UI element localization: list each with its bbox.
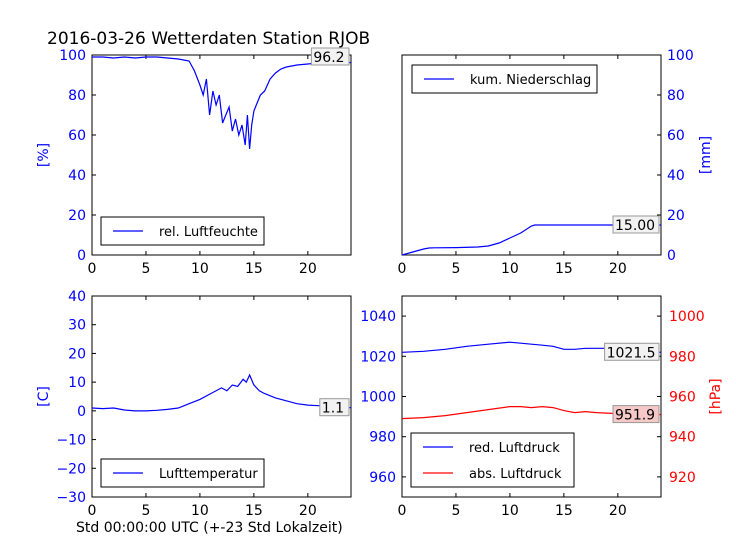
panel-bottom-left: 0 5 10 15 20 −30 −20 −10 0 10 20 30 40 [C] Lufttempera… bbox=[36, 289, 352, 519]
y-tick-label: 10 bbox=[68, 375, 86, 391]
y-tick-label: 40 bbox=[667, 168, 685, 184]
y-tick-label: 20 bbox=[68, 208, 86, 224]
x-tick-label: 20 bbox=[299, 503, 317, 519]
x-tick-label: 5 bbox=[451, 261, 460, 277]
y-tick-label: 980 bbox=[369, 430, 396, 446]
y-tick-label-right: 920 bbox=[669, 470, 696, 486]
y-tick-label: 30 bbox=[68, 318, 86, 334]
series-line bbox=[92, 56, 352, 150]
last-value-label: 96.2 bbox=[313, 50, 344, 66]
y-tick-label: 0 bbox=[77, 404, 86, 420]
legend-label: Lufttemperatur bbox=[159, 467, 258, 482]
series-line bbox=[401, 224, 661, 256]
y-tick-label-right: 940 bbox=[669, 430, 696, 446]
last-value-label: 951.9 bbox=[615, 408, 655, 424]
x-tick-label: 10 bbox=[501, 261, 519, 277]
y-tick-label: −20 bbox=[56, 461, 86, 477]
x-tick-label: 15 bbox=[555, 261, 573, 277]
y-tick-label-right: 1000 bbox=[669, 309, 705, 325]
plot-frame bbox=[91, 295, 352, 498]
y-axis-label: [C] bbox=[36, 386, 52, 407]
x-tick-label: 15 bbox=[555, 503, 573, 519]
legend-label: rel. Luftfeuchte bbox=[159, 225, 258, 240]
x-tick-label: 0 bbox=[88, 503, 97, 519]
x-tick-label: 0 bbox=[398, 261, 407, 277]
x-tick-label: 10 bbox=[191, 261, 209, 277]
x-axis-label: Std 00:00:00 UTC (+-23 Std Lokalzeit) bbox=[76, 520, 343, 536]
x-tick-label: 20 bbox=[299, 261, 317, 277]
y-tick-label: 1000 bbox=[360, 390, 396, 406]
last-value-box bbox=[604, 342, 660, 361]
y-tick-label-right: 960 bbox=[669, 390, 696, 406]
x-tick-label: 0 bbox=[398, 503, 407, 519]
panel-top-right: 0 5 10 15 20 0 20 40 60 80 100 [mm] kum. Niederschla… bbox=[398, 48, 714, 277]
y-tick-label: 960 bbox=[369, 470, 396, 486]
y-axis-label: [%] bbox=[36, 143, 52, 167]
y-tick-label: 20 bbox=[68, 346, 86, 362]
last-value-label: 1021.5 bbox=[607, 345, 656, 361]
x-tick-label: 15 bbox=[245, 261, 263, 277]
x-tick-label: 5 bbox=[141, 261, 150, 277]
last-value-box bbox=[612, 405, 660, 424]
series-line bbox=[401, 341, 662, 353]
last-value-label: 1.1 bbox=[322, 401, 344, 417]
x-tick-label: 20 bbox=[609, 261, 627, 277]
x-tick-label: 0 bbox=[88, 261, 97, 277]
series-line bbox=[91, 373, 352, 412]
y-tick-label: 80 bbox=[667, 88, 685, 104]
x-tick-label: 20 bbox=[609, 503, 627, 519]
y-tick-label: 60 bbox=[667, 128, 685, 144]
legend-label: red. Luftdruck bbox=[469, 441, 560, 456]
panel-top-left: 0 5 10 15 20 0 20 40 60 80 100 [%] rel. Luftfeuchte 9… bbox=[36, 47, 352, 277]
panel-bottom-right: 0 5 10 15 20 960 980 1000 1020 1040 920 940 960 980 10… bbox=[360, 295, 724, 519]
y-axis-label: [hPa] bbox=[708, 378, 724, 414]
y-tick-label: 60 bbox=[68, 128, 86, 144]
series-line bbox=[401, 405, 662, 420]
y-axis-label: [mm] bbox=[698, 136, 714, 174]
last-value-box bbox=[319, 398, 350, 417]
y-tick-label: 0 bbox=[667, 248, 676, 264]
x-tick-label: 5 bbox=[141, 503, 150, 519]
y-tick-label: −10 bbox=[56, 433, 86, 449]
y-tick-label: 40 bbox=[68, 289, 86, 305]
y-tick-label: 80 bbox=[68, 88, 86, 104]
y-tick-label: 1040 bbox=[360, 309, 396, 325]
last-value-label: 15.00 bbox=[615, 218, 655, 234]
y-tick-label-right: 980 bbox=[669, 349, 696, 365]
x-tick-label: 10 bbox=[501, 503, 519, 519]
y-tick-label: −30 bbox=[56, 490, 86, 506]
legend-box bbox=[410, 432, 575, 488]
figure-title: 2016-03-26 Wetterdaten Station RJOB bbox=[47, 29, 370, 49]
legend-label: abs. Luftdruck bbox=[469, 467, 562, 482]
y-tick-label: 40 bbox=[68, 168, 86, 184]
last-value-box bbox=[310, 47, 350, 66]
last-value-box bbox=[612, 215, 660, 234]
y-tick-label: 1020 bbox=[360, 349, 396, 365]
legend-label: kum. Niederschlag bbox=[470, 73, 591, 88]
plot-frame bbox=[401, 54, 662, 256]
plot-frame bbox=[91, 54, 352, 256]
x-tick-label: 15 bbox=[245, 503, 263, 519]
y-tick-label: 20 bbox=[667, 208, 685, 224]
y-tick-label: 100 bbox=[667, 48, 694, 64]
y-tick-label: 0 bbox=[77, 248, 86, 264]
x-tick-label: 10 bbox=[191, 503, 209, 519]
y-tick-label: 100 bbox=[59, 48, 86, 64]
x-tick-label: 5 bbox=[451, 503, 460, 519]
